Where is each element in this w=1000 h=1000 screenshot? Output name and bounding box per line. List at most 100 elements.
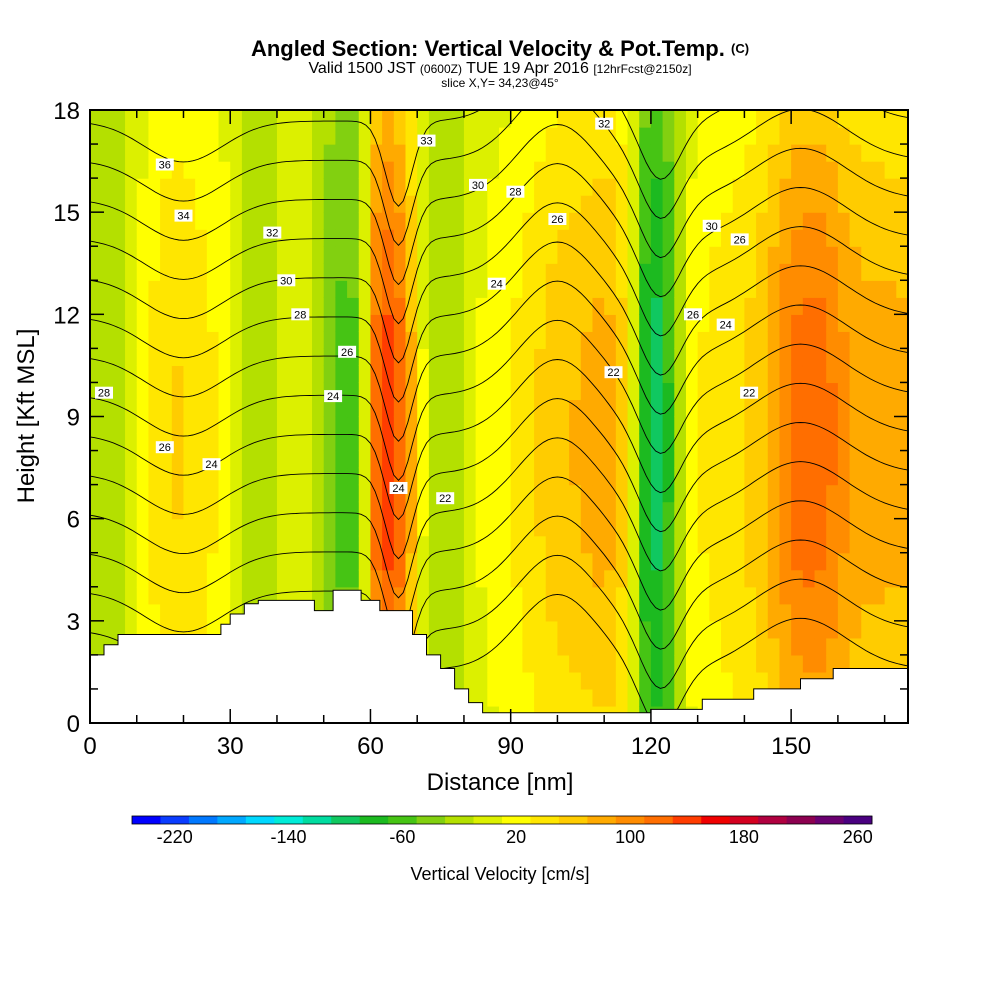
field-cell bbox=[557, 535, 570, 554]
field-cell bbox=[393, 144, 407, 162]
field-cell bbox=[288, 110, 301, 128]
field-cell bbox=[206, 433, 220, 452]
field-cell bbox=[370, 518, 383, 537]
field-cell bbox=[826, 637, 839, 656]
field-cell bbox=[195, 127, 208, 145]
colorbar-swatch bbox=[132, 816, 161, 824]
field-cell bbox=[814, 212, 827, 230]
field-cell bbox=[417, 501, 430, 520]
field-cell bbox=[300, 127, 313, 145]
field-cell bbox=[428, 637, 442, 656]
field-cell bbox=[861, 110, 874, 128]
field-cell bbox=[417, 263, 430, 281]
field-cell bbox=[452, 178, 465, 196]
field-cell bbox=[627, 433, 640, 452]
field-cell bbox=[732, 535, 745, 554]
field-cell bbox=[148, 178, 161, 196]
field-cell bbox=[557, 603, 570, 622]
field-cell bbox=[347, 416, 360, 435]
field-cell bbox=[592, 569, 605, 588]
field-cell bbox=[721, 535, 734, 554]
field-cell bbox=[721, 569, 734, 588]
field-cell bbox=[510, 212, 523, 230]
field-cell bbox=[428, 416, 442, 435]
field-cell bbox=[837, 144, 851, 162]
field-cell bbox=[756, 161, 769, 179]
field-cell bbox=[136, 127, 150, 145]
field-cell bbox=[347, 263, 360, 281]
field-cell bbox=[206, 569, 220, 588]
field-cell bbox=[709, 246, 722, 264]
field-cell bbox=[569, 467, 582, 486]
field-cell bbox=[767, 178, 781, 196]
field-cell bbox=[323, 212, 336, 230]
field-cell bbox=[837, 110, 851, 128]
field-cell bbox=[861, 229, 874, 247]
field-cell bbox=[358, 382, 372, 401]
contour-label: 34 bbox=[177, 211, 189, 223]
field-cell bbox=[183, 331, 196, 349]
field-cell bbox=[569, 416, 582, 435]
contour-label: 26 bbox=[551, 214, 563, 226]
field-cell bbox=[183, 127, 196, 145]
field-cell bbox=[814, 246, 827, 264]
field-cell bbox=[136, 382, 150, 401]
field-cell bbox=[744, 365, 757, 384]
field-cell bbox=[428, 178, 442, 196]
field-cell bbox=[639, 450, 652, 469]
field-cell bbox=[463, 535, 477, 554]
field-cell bbox=[569, 535, 582, 554]
field-cell bbox=[428, 229, 442, 247]
field-cell bbox=[101, 195, 114, 213]
field-cell bbox=[499, 212, 512, 230]
field-cell bbox=[580, 127, 594, 145]
field-cell bbox=[849, 195, 862, 213]
field-cell bbox=[849, 501, 862, 520]
field-cell bbox=[721, 416, 734, 435]
field-cell bbox=[545, 535, 559, 554]
field-cell bbox=[802, 467, 816, 486]
field-cell bbox=[861, 484, 874, 503]
field-cell bbox=[779, 654, 792, 673]
field-cell bbox=[206, 518, 220, 537]
field-cell bbox=[872, 620, 886, 639]
field-cell bbox=[779, 161, 792, 179]
contour-label-box bbox=[469, 178, 487, 191]
field-cell bbox=[113, 331, 126, 349]
field-cell bbox=[744, 620, 757, 639]
field-cell bbox=[206, 586, 220, 605]
field-cell bbox=[545, 280, 559, 298]
field-cell bbox=[347, 229, 360, 247]
field-cell bbox=[241, 161, 255, 179]
field-cell bbox=[241, 229, 255, 247]
field-cell bbox=[510, 654, 523, 673]
field-cell bbox=[650, 161, 664, 179]
field-cell bbox=[744, 654, 757, 673]
field-cell bbox=[300, 450, 313, 469]
field-cell bbox=[113, 212, 126, 230]
field-cell bbox=[639, 416, 652, 435]
x-tick-label: 120 bbox=[631, 733, 671, 760]
field-cell bbox=[580, 671, 594, 690]
field-cell bbox=[896, 331, 908, 349]
field-cell bbox=[580, 433, 594, 452]
field-cell bbox=[323, 552, 336, 571]
field-cell bbox=[499, 467, 512, 486]
field-cell bbox=[639, 110, 652, 128]
field-cell bbox=[592, 161, 605, 179]
field-cell bbox=[569, 348, 582, 367]
field-cell bbox=[499, 229, 512, 247]
field-cell bbox=[861, 246, 874, 264]
field-cell bbox=[861, 535, 874, 554]
field-cell bbox=[440, 195, 453, 213]
field-cell bbox=[791, 382, 804, 401]
field-cell bbox=[569, 246, 582, 264]
field-cell bbox=[650, 688, 664, 707]
field-cell bbox=[393, 263, 407, 281]
field-cell bbox=[195, 433, 208, 452]
field-cell bbox=[569, 450, 582, 469]
field-cell bbox=[849, 229, 862, 247]
field-cell bbox=[428, 501, 442, 520]
field-cell bbox=[826, 416, 839, 435]
field-cell bbox=[347, 365, 360, 384]
